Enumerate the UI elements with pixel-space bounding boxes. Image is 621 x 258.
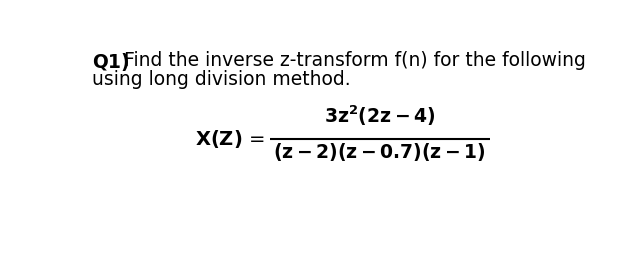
Text: $\bf{X(Z)}$ =: $\bf{X(Z)}$ = <box>196 128 265 150</box>
Text: $\bf{(z-2)(z-0.7)(z-1)}$: $\bf{(z-2)(z-0.7)(z-1)}$ <box>273 141 486 163</box>
Text: Find the inverse z-transform f(n) for the following: Find the inverse z-transform f(n) for th… <box>124 51 586 70</box>
Text: $\bf{Q1)}$: $\bf{Q1)}$ <box>91 51 130 73</box>
Text: $\bf{3z^2(2z-4)}$: $\bf{3z^2(2z-4)}$ <box>324 103 435 128</box>
Text: using long division method.: using long division method. <box>91 70 350 89</box>
